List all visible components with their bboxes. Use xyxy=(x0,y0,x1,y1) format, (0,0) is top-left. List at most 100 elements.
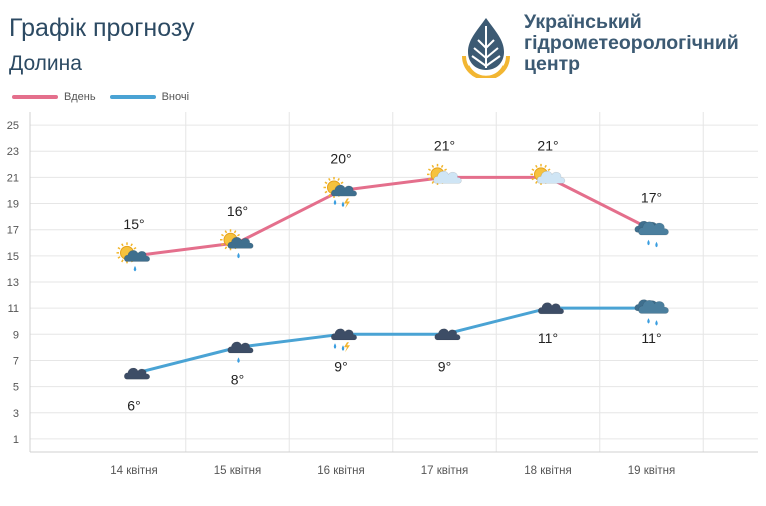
sun-ray xyxy=(221,243,224,246)
lightning-bolt xyxy=(344,342,350,353)
sun-ray xyxy=(117,246,121,250)
legend-label-day: Вдень xyxy=(64,91,96,103)
lightning-bolt xyxy=(344,198,350,209)
y-tick-label: 19 xyxy=(7,199,19,211)
y-tick-label: 25 xyxy=(7,120,19,132)
rain-drop xyxy=(655,241,658,248)
rain-drop xyxy=(333,199,337,205)
sun-ray xyxy=(237,233,240,237)
x-tick-label: 15 квітня xyxy=(214,465,262,477)
data-label-day: 21° xyxy=(434,137,455,153)
data-label-night: 6° xyxy=(127,398,140,414)
sun-ray xyxy=(547,168,551,172)
cloud-shape xyxy=(536,170,566,184)
cloud-shape xyxy=(227,341,254,354)
moon-cloud-icon xyxy=(535,297,565,315)
series-line-day xyxy=(133,175,653,258)
sun-ray xyxy=(233,230,237,234)
cloud-shape xyxy=(433,170,462,184)
sun-ray xyxy=(440,164,444,168)
sun-ray xyxy=(324,190,328,194)
sun-ray xyxy=(224,230,228,234)
legend-item-night[interactable]: Вночі xyxy=(109,91,190,103)
legend-swatch-day xyxy=(12,95,58,99)
rain-drop xyxy=(237,252,240,259)
y-tick-label: 23 xyxy=(7,146,19,158)
rain-drop xyxy=(341,345,345,351)
cloud-rain-icon xyxy=(634,299,669,326)
sun-ray xyxy=(121,243,124,247)
sun-ray xyxy=(324,181,328,185)
x-tick-label: 17 квітня xyxy=(421,465,469,477)
organization-name-line: гідрометеорологічний xyxy=(524,32,739,54)
sun-cloud-rain-icon xyxy=(220,229,254,259)
moon-cloud-rain-icon xyxy=(224,336,254,363)
organization-name-line: центр xyxy=(524,53,581,75)
series-line-night xyxy=(133,306,652,375)
rain-drop xyxy=(237,357,240,363)
page-title: Графік прогнозу xyxy=(9,14,195,42)
moon-cloud-icon xyxy=(121,362,151,380)
y-tick-label: 7 xyxy=(13,355,19,367)
cloud-shape xyxy=(330,328,358,341)
sun-ray xyxy=(531,168,535,172)
rain-drop xyxy=(647,318,650,324)
legend-swatch-night xyxy=(109,95,156,99)
sun-ray xyxy=(328,194,331,197)
sun-ray xyxy=(444,168,447,172)
sun-ray xyxy=(544,164,547,168)
sun-ray xyxy=(431,164,435,168)
data-label-day: 20° xyxy=(330,150,351,166)
data-label-day: 17° xyxy=(641,190,662,206)
y-tick-label: 21 xyxy=(7,172,19,184)
sun-ray xyxy=(224,246,228,250)
sun-ray xyxy=(431,180,435,184)
legend-item-day[interactable]: Вдень xyxy=(12,91,96,103)
cloud-shape xyxy=(227,237,254,249)
cloud-shape xyxy=(123,367,151,380)
y-tick-label: 11 xyxy=(8,303,19,315)
chart-legend: Вдень Вночі xyxy=(12,89,203,105)
organization-logo xyxy=(462,18,510,78)
cloud-shape xyxy=(638,221,669,236)
y-tick-label: 17 xyxy=(7,225,19,237)
sun-ray xyxy=(221,233,224,237)
x-tick-label: 19 квітня xyxy=(628,465,676,477)
sun-ray xyxy=(337,177,340,181)
sun-ray xyxy=(531,177,535,181)
x-tick-label: 14 квітня xyxy=(110,465,158,477)
data-label-night: 9° xyxy=(334,358,347,374)
cloud-rain-icon xyxy=(634,220,669,248)
moon-cloud-thunder-rain-icon xyxy=(328,323,358,353)
organization-name-line: Український xyxy=(524,11,642,33)
sun-ray xyxy=(328,177,331,181)
x-tick-label: 18 квітня xyxy=(524,465,572,477)
cloud-shape xyxy=(434,328,461,341)
sun-ray xyxy=(130,243,133,247)
rain-drop xyxy=(647,239,650,246)
y-tick-label: 13 xyxy=(7,277,19,289)
data-label-night: 9° xyxy=(438,358,451,374)
legend-label-night: Вночі xyxy=(161,91,190,103)
cloud-shape xyxy=(638,300,669,314)
y-tick-label: 9 xyxy=(13,329,19,341)
sun-ray xyxy=(428,168,431,172)
y-tick-label: 5 xyxy=(13,382,19,394)
y-tick-label: 3 xyxy=(13,408,19,420)
cloud-shape xyxy=(330,184,358,197)
rain-drop xyxy=(133,265,137,272)
location-name: Долина xyxy=(9,52,82,75)
x-tick-label: 16 квітня xyxy=(317,465,365,477)
rain-drop xyxy=(333,343,337,349)
sun-cloud-thunder-rain-icon xyxy=(323,176,358,209)
data-label-day: 21° xyxy=(537,137,558,153)
cloud-shape xyxy=(123,250,151,262)
chart-grid xyxy=(30,112,758,452)
sun-ray xyxy=(117,256,121,259)
y-tick-label: 1 xyxy=(13,434,19,446)
cloud-shape xyxy=(537,302,565,315)
sun-ray xyxy=(340,181,344,185)
organization-name: Український гідрометеорологічний центр xyxy=(524,12,739,75)
data-label-night: 8° xyxy=(231,371,244,387)
